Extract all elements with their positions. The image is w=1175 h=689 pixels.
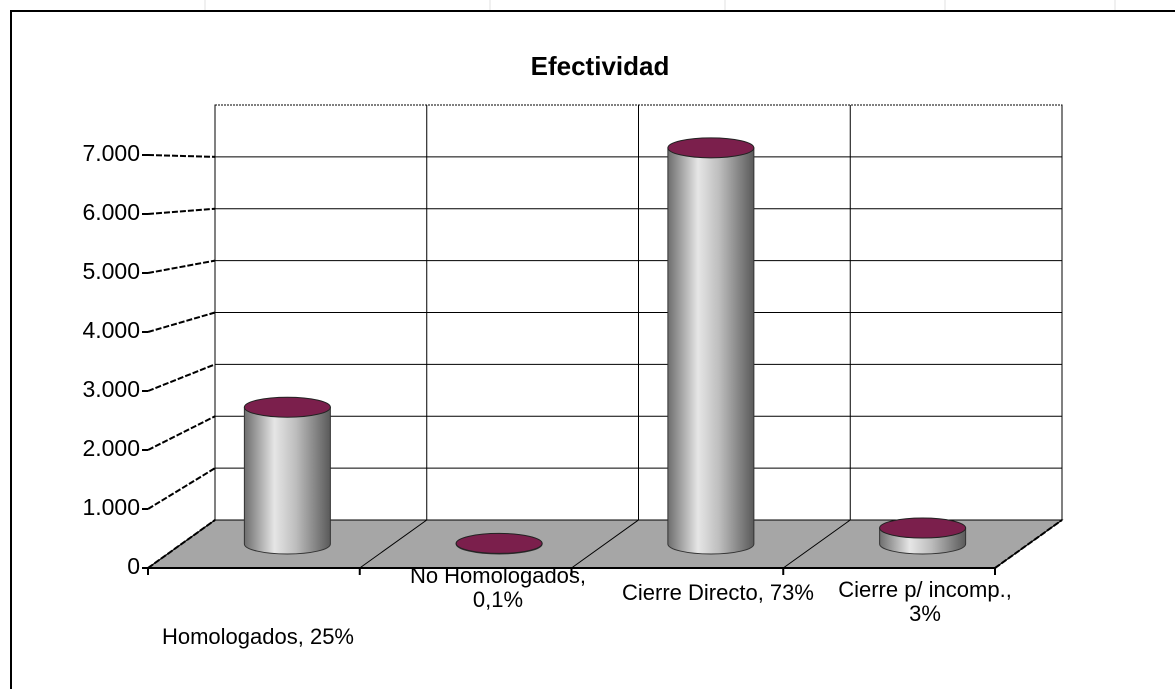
x-tick-label: Homologados, 25% (161, 624, 354, 649)
side-grid-line (147, 467, 216, 510)
bar-top (667, 137, 755, 159)
side-grid-line (147, 415, 216, 451)
side-grid-line (147, 154, 216, 158)
floor-divider (782, 519, 851, 569)
y-tick-label: 2.000 (82, 435, 140, 461)
y-tick-label: 4.000 (82, 317, 140, 343)
chart-title: Efectividad (531, 51, 670, 81)
side-grid-line (147, 207, 216, 215)
y-tick-label: 1.000 (82, 494, 140, 520)
y-tick-label: 6.000 (82, 199, 140, 225)
side-grid-line (147, 363, 216, 392)
y-tick-label: 5.000 (82, 258, 140, 284)
right-edge (994, 519, 1063, 569)
floor-divider (359, 519, 428, 569)
y-tick-label: 3.000 (82, 376, 140, 402)
side-grid-line (147, 259, 216, 274)
bar (243, 406, 331, 555)
side-grid-line (147, 519, 216, 569)
x-tick-label: No Homologados, 0,1% (409, 563, 587, 612)
x-tick-label: Cierre Directo, 73% (622, 580, 814, 605)
y-tick-label: 0 (127, 553, 140, 579)
bar-top (243, 396, 331, 418)
floor-divider (571, 519, 639, 569)
bar-top (455, 532, 543, 554)
sheet-grid (204, 0, 1116, 10)
y-tick-label: 7.000 (82, 140, 140, 166)
x-tick-label: Cierre p/ incomp., 3% (838, 577, 1012, 626)
bar (667, 147, 755, 555)
bar-top (879, 517, 967, 539)
side-grid-line (147, 311, 216, 333)
